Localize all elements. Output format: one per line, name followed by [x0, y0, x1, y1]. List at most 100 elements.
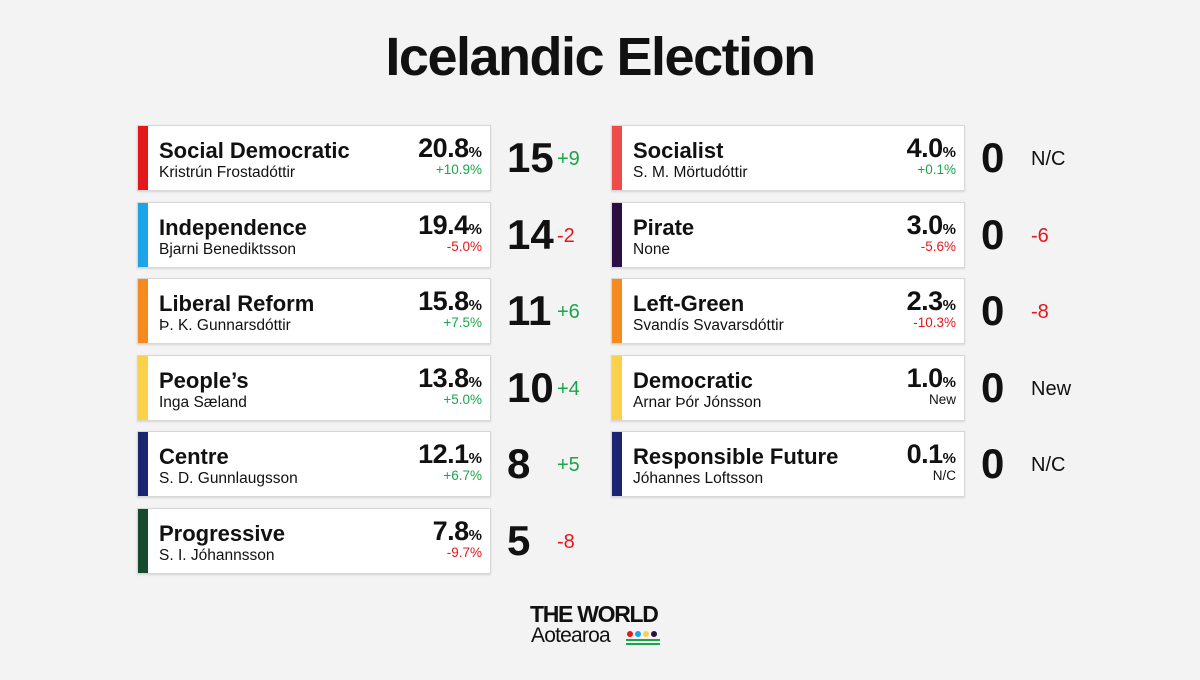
party-card: Socialist S. M. Mörtudóttir 4.0% +0.1%	[611, 125, 965, 191]
percent-sign: %	[468, 450, 482, 467]
party-color-bar	[138, 126, 148, 190]
party-color-bar	[138, 279, 148, 343]
vote-percent: 15.8	[418, 286, 469, 316]
party-leader: Bjarni Benediktsson	[159, 240, 296, 258]
vote-percent: 7.8	[432, 515, 470, 546]
seat-count: 0	[981, 134, 1005, 181]
the-world-aotearoa-logo: THE WORLD Aotearoa	[530, 602, 670, 652]
party-color-bar	[138, 202, 148, 267]
vote-change: -5.6%	[920, 238, 956, 254]
vote-change: -10.3%	[913, 315, 956, 330]
seat-count: 5	[507, 516, 531, 564]
percent-sign: %	[942, 450, 956, 467]
party-color-bar	[612, 432, 622, 496]
party-card: Democratic Arnar Þór Jónsson 1.0% New	[611, 354, 965, 421]
seat-change: N/C	[1031, 454, 1066, 476]
party-card: Independence Bjarni Benediktsson 19.4% -5.0…	[137, 201, 491, 268]
party-color-bar	[612, 126, 622, 190]
vote-change: +10.9%	[435, 162, 482, 177]
seat-change: +6	[557, 301, 580, 323]
party-leader: S. M. Mörtudóttir	[633, 164, 748, 181]
vote-share: 19.4% -5.0%	[418, 211, 482, 255]
seat-count: 11	[507, 287, 552, 334]
party-name: Left-Green	[633, 291, 745, 316]
seat-count: 0	[981, 287, 1005, 334]
party-card: Pirate None 3.0% -5.6%	[611, 201, 965, 268]
vote-share: 7.8% -9.7%	[433, 517, 482, 561]
percent-sign: %	[942, 297, 956, 314]
party-color-bar	[612, 355, 622, 420]
vote-percent: 19.4	[418, 209, 469, 240]
party-name: Socialist	[633, 138, 724, 163]
party-color-bar	[612, 279, 622, 343]
percent-sign: %	[468, 373, 482, 391]
vote-share: 13.8% +5.0%	[418, 364, 482, 408]
party-card: Centre S. D. Gunnlaugsson 12.1% +6.7%	[137, 431, 491, 497]
party-name: Liberal Reform	[159, 291, 315, 316]
party-leader: Svandís Svavarsdóttir	[633, 317, 784, 334]
seat-change: -8	[557, 530, 575, 553]
percent-sign: %	[942, 220, 956, 238]
vote-share: 3.0% -5.6%	[907, 211, 956, 255]
vote-change: New	[928, 391, 956, 407]
party-color-bar	[138, 508, 148, 573]
vote-percent: 3.0	[906, 209, 944, 240]
party-leader: Kristrún Frostadóttir	[159, 164, 296, 181]
percent-sign: %	[942, 373, 956, 391]
seat-change: N/C	[1031, 148, 1066, 170]
party-card: Social Democratic Kristrún Frostadóttir 20…	[137, 125, 491, 191]
seat-change: +9	[557, 148, 580, 170]
party-leader: None	[633, 240, 671, 258]
party-name: Centre	[159, 444, 229, 469]
vote-percent: 0.1	[906, 439, 944, 469]
vote-percent: 20.8	[418, 133, 469, 163]
seat-count: 10	[507, 363, 554, 411]
party-color-bar	[138, 355, 148, 420]
vote-percent: 2.3	[906, 286, 944, 316]
party-leader: Inga Sæland	[159, 393, 247, 411]
logo-line2: Aotearoa	[531, 624, 611, 647]
seat-count: 15	[507, 134, 554, 181]
logo-line1: THE WORLD	[530, 601, 659, 627]
vote-share: 4.0% +0.1%	[907, 134, 956, 178]
seat-count: 0	[981, 363, 1005, 411]
party-leader: Arnar Þór Jónsson	[633, 393, 762, 411]
seat-count: 14	[507, 210, 554, 258]
seat-count: 8	[507, 440, 531, 487]
percent-sign: %	[942, 144, 956, 161]
seat-change: New	[1031, 377, 1072, 400]
seat-change: -2	[557, 224, 575, 247]
seat-count: 0	[981, 210, 1005, 258]
party-name: Democratic	[633, 367, 753, 393]
vote-share: 2.3% -10.3%	[907, 287, 956, 331]
percent-sign: %	[468, 297, 482, 314]
party-leader: S. I. Jóhannsson	[159, 546, 275, 564]
vote-change: +7.5%	[443, 315, 482, 330]
party-leader: Þ. K. Gunnarsdóttir	[159, 317, 291, 334]
vote-change: -5.0%	[446, 238, 482, 254]
vote-share: 20.8% +10.9%	[418, 134, 482, 178]
seat-change: -8	[1031, 301, 1049, 323]
vote-share: 12.1% +6.7%	[418, 440, 482, 484]
party-color-bar	[612, 202, 622, 267]
vote-percent: 13.8	[418, 362, 469, 393]
party-color-bar	[138, 432, 148, 496]
party-name: Pirate	[633, 214, 695, 240]
page-title: Icelandic Election	[385, 27, 816, 87]
vote-share: 15.8% +7.5%	[418, 287, 482, 331]
party-name: People’s	[159, 367, 249, 393]
vote-change: -9.7%	[446, 544, 482, 560]
party-card: Progressive S. I. Jóhannsson 7.8% -9.7%	[137, 507, 491, 574]
seat-change: +4	[557, 377, 580, 400]
vote-change: +5.0%	[443, 391, 482, 407]
party-name: Independence	[159, 214, 307, 240]
party-card: Left-Green Svandís Svavarsdóttir 2.3% -10.3…	[611, 278, 965, 344]
vote-change: +0.1%	[917, 162, 956, 177]
seat-count: 0	[981, 440, 1005, 487]
party-leader: Jóhannes Loftsson	[633, 470, 764, 487]
party-leader: S. D. Gunnlaugsson	[159, 470, 298, 487]
vote-share: 1.0% New	[907, 364, 956, 408]
percent-sign: %	[468, 144, 482, 161]
party-card: People’s Inga Sæland 13.8% +5.0%	[137, 354, 491, 421]
percent-sign: %	[468, 526, 482, 544]
